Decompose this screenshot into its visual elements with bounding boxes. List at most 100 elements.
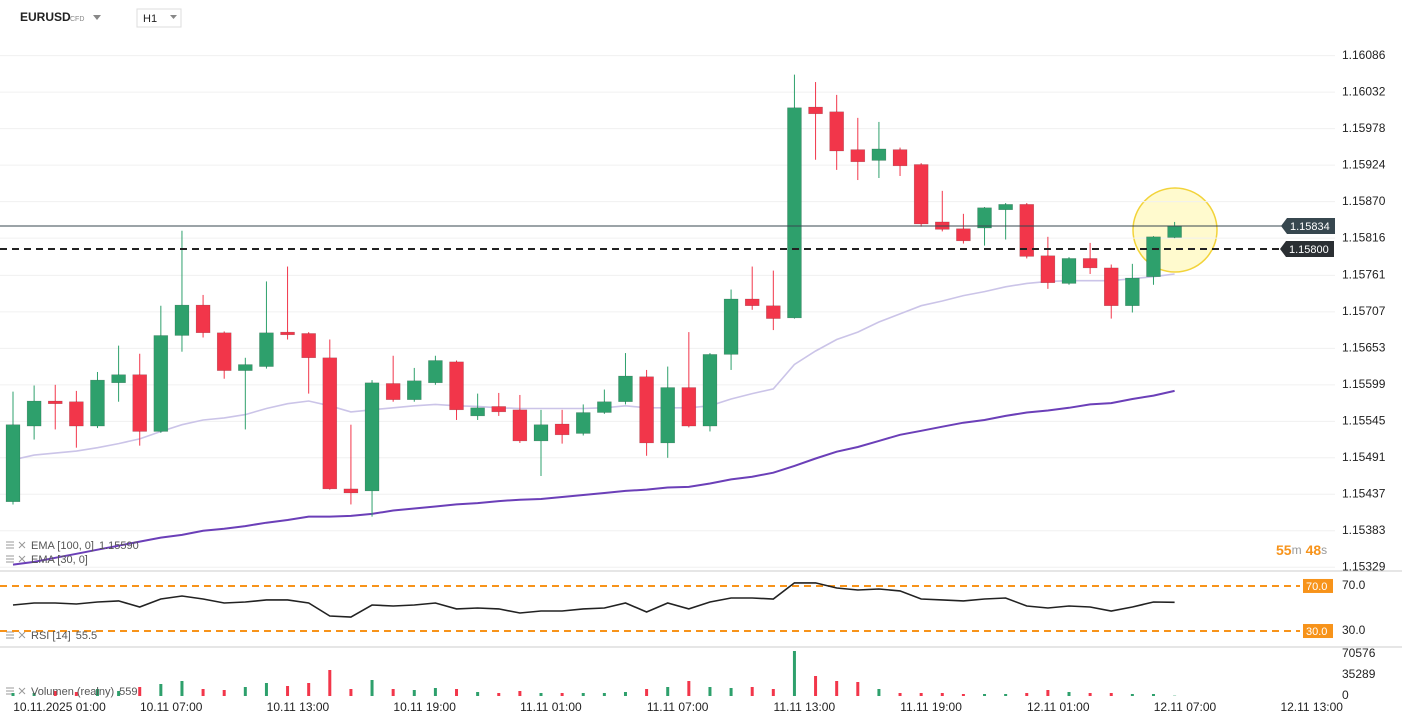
- close-icon[interactable]: [18, 541, 26, 695]
- legend-value: 55.5: [76, 630, 97, 642]
- volume-bar: [708, 687, 712, 696]
- y-tick-label: 1.16086: [1342, 48, 1386, 62]
- level-label-box: [1303, 624, 1333, 639]
- y-tick-label: 1.15924: [1342, 157, 1386, 171]
- candle-body: [1061, 258, 1077, 284]
- volume-bar: [74, 692, 78, 696]
- symbol-dropdown[interactable]: [93, 15, 101, 20]
- y-tick-label: 1.15761: [1342, 268, 1386, 282]
- candle-body: [385, 383, 401, 400]
- candle-body: [90, 379, 105, 427]
- price-label-box: [1280, 240, 1334, 257]
- volume-bar: [433, 688, 437, 696]
- x-tick-label: 11.11 01:00: [520, 700, 582, 714]
- x-tick-label: 12.11 13:00: [1280, 700, 1343, 714]
- volume-bar: [835, 681, 839, 696]
- volume-bar: [476, 692, 480, 696]
- candle-body: [998, 204, 1013, 211]
- candle-body: [238, 364, 253, 371]
- volume-bar: [729, 688, 733, 696]
- candle-body: [850, 149, 866, 163]
- candle-body: [977, 207, 992, 229]
- candle-body: [660, 387, 675, 444]
- volume-bar: [243, 687, 247, 696]
- candle-body: [829, 111, 844, 152]
- timeframe[interactable]: H1: [143, 13, 157, 25]
- volume-bar: [497, 693, 501, 696]
- candle-body: [702, 354, 718, 427]
- candle-body: [111, 374, 126, 384]
- candle-body: [195, 304, 211, 334]
- volume-bar: [560, 693, 564, 696]
- volume-bar: [1088, 693, 1092, 696]
- price-label-box: [1281, 217, 1335, 234]
- volume-bar: [856, 682, 860, 696]
- volume-bar: [11, 693, 15, 696]
- volume-bar: [1046, 690, 1050, 696]
- volume-bar: [961, 694, 965, 696]
- market: CFD: [70, 16, 84, 23]
- y-tick-label: 1.15545: [1342, 413, 1386, 427]
- candle-body: [1103, 267, 1119, 306]
- x-tick-label: 12.11 01:00: [1027, 700, 1090, 714]
- y-tick-label: 1.15437: [1342, 486, 1386, 500]
- volume-bar: [898, 693, 902, 696]
- candle-body: [280, 331, 295, 336]
- volume-bar: [792, 651, 796, 696]
- candle-body: [554, 423, 570, 436]
- volume-bar: [1067, 692, 1071, 696]
- volume-bar: [455, 689, 459, 696]
- volume-bar: [1109, 693, 1113, 696]
- volume-bar: [222, 690, 226, 696]
- candle-body: [1146, 236, 1161, 277]
- candle-body: [132, 374, 147, 432]
- candle-body: [491, 406, 507, 413]
- volume-bar: [307, 683, 311, 696]
- candle-body: [956, 228, 971, 242]
- timeframe-dropdown[interactable]: [170, 15, 177, 19]
- candle-body: [1040, 255, 1056, 284]
- volume-bar: [1130, 694, 1134, 696]
- volume-bar: [138, 687, 142, 696]
- volume-bar: [814, 676, 818, 696]
- symbol[interactable]: EURUSD: [20, 10, 71, 24]
- candle-body: [1019, 204, 1035, 257]
- candle-body: [1082, 258, 1098, 269]
- level-label: 70.0: [1306, 581, 1327, 593]
- y-tick-label: 70.0: [1342, 578, 1366, 592]
- y-tick-label: 1.15491: [1342, 450, 1386, 464]
- level-label-box: [1303, 578, 1333, 593]
- y-tick-label: 1.15978: [1342, 121, 1386, 135]
- candle-body: [744, 298, 760, 306]
- candle-body: [723, 298, 739, 355]
- volume-bar: [264, 683, 268, 696]
- candle-body: [259, 332, 274, 367]
- menu-icon[interactable]: [6, 541, 14, 695]
- candle-body: [470, 407, 485, 417]
- level-label: 30.0: [1306, 626, 1327, 638]
- candle-body: [639, 376, 654, 444]
- candle-body: [47, 400, 63, 404]
- legend-icons: [6, 541, 26, 695]
- legend-name: EMA [100, 0]: [31, 540, 94, 552]
- volume-bar: [518, 691, 522, 696]
- candle-body: [766, 305, 781, 319]
- x-tick-label: 11.11 13:00: [774, 700, 836, 714]
- y-tick-label: 1.15383: [1342, 523, 1386, 537]
- legend-name: Volumen (realny): [31, 686, 114, 698]
- volume-bar: [201, 689, 205, 696]
- x-tick-label: 11.11 07:00: [647, 700, 709, 714]
- volume-bar: [877, 689, 881, 696]
- candle-body: [681, 387, 697, 427]
- timer-unit: m: [1292, 543, 1302, 557]
- candle-body: [1167, 225, 1182, 238]
- legend-name: EMA [30, 0]: [31, 554, 88, 566]
- candle-body: [69, 401, 84, 427]
- candle-body: [428, 360, 443, 384]
- volume-bar: [1025, 693, 1029, 696]
- legend-value: 559: [119, 686, 137, 698]
- x-tick-label: 10.11 19:00: [393, 700, 456, 714]
- volume-bar: [581, 693, 585, 696]
- timeframe-box[interactable]: [136, 8, 182, 28]
